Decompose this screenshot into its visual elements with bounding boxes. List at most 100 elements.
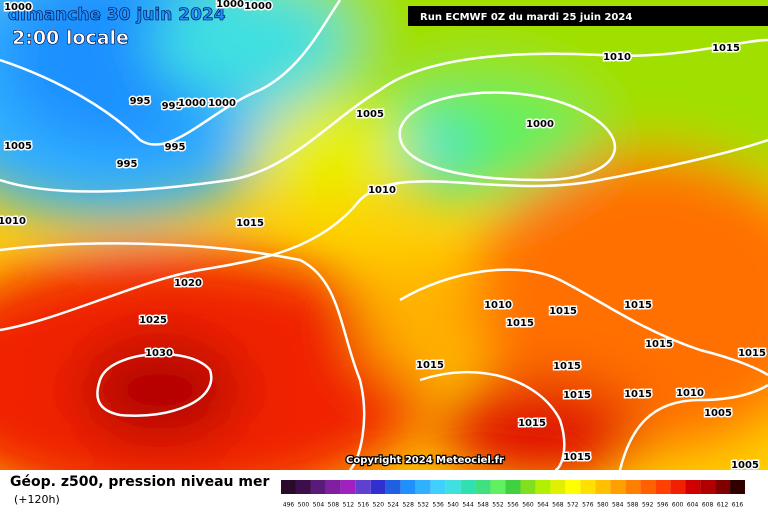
colorbar-label: 608 [702, 502, 714, 509]
isobar-label: 1015 [553, 361, 581, 372]
colorbar-swatch [700, 480, 716, 494]
colorbar-swatch [295, 480, 311, 494]
isobar-label: 1030 [145, 348, 173, 359]
isobar-label: 1005 [356, 109, 384, 120]
colorbar-label: 604 [687, 502, 699, 509]
colorbar-swatch [281, 480, 296, 494]
isobar-label: 1000 [208, 98, 236, 109]
colorbar-label: 504 [313, 502, 325, 509]
copyright: Copyright 2024 Meteociel.fr [346, 455, 504, 466]
isobar-label: 1025 [139, 315, 167, 326]
colorbar-label: 496 [283, 502, 295, 509]
isobar-label: 1015 [624, 300, 652, 311]
colorbar-swatch [490, 480, 506, 494]
colorbar-swatch [550, 480, 566, 494]
colorbar-label: 508 [328, 502, 340, 509]
isobar-label: 1000 [244, 1, 272, 12]
colorbar-label: 580 [597, 502, 609, 509]
colorbar-label: 560 [522, 502, 534, 509]
isobar-label: 995 [130, 96, 151, 107]
colorbar-label: 588 [627, 502, 639, 509]
colorbar-label: 520 [373, 502, 385, 509]
time: 2:00 locale [12, 27, 129, 49]
isobar-label: 1000 [216, 0, 244, 10]
colorbar-label: 556 [507, 502, 519, 509]
colorbar-label: 568 [552, 502, 564, 509]
colorbar-swatch [400, 480, 416, 494]
colorbar-swatch [595, 480, 611, 494]
colorbar-swatch [610, 480, 626, 494]
colorbar-swatch [535, 480, 551, 494]
colorbar-label: 572 [567, 502, 579, 509]
colorbar-label: 500 [298, 502, 310, 509]
footer-lead: (+120h) [14, 493, 60, 506]
colorbar-swatch [565, 480, 581, 494]
colorbar-swatch [445, 480, 461, 494]
colorbar-label: 600 [672, 502, 684, 509]
isobar-label: 1015 [506, 318, 534, 329]
colorbar-label: 540 [447, 502, 459, 509]
colorbar-swatch [520, 480, 536, 494]
isobar-label: 1015 [563, 452, 591, 463]
colorbar-label: 536 [432, 502, 444, 509]
colorbar-label: 576 [582, 502, 594, 509]
isobar-label: 1015 [236, 218, 264, 229]
colorbar-label: 516 [358, 502, 370, 509]
isobar-label: 1000 [526, 119, 554, 130]
colorbar-label: 512 [343, 502, 355, 509]
isobar-label: 995 [162, 101, 183, 112]
colorbar-swatch [505, 480, 521, 494]
colorbar-swatch [715, 480, 731, 494]
isobar-label: 1015 [738, 348, 766, 359]
date: dimanche 30 juin 2024 [8, 5, 226, 25]
colorbar-swatch [310, 480, 326, 494]
run: Run ECMWF 0Z du mardi 25 juin 2024 [420, 12, 632, 23]
isobar-label: 1005 [4, 141, 32, 152]
isobar-label: 995 [165, 142, 186, 153]
isobar-label: 1010 [603, 52, 631, 63]
colorbar-swatch [655, 480, 671, 494]
colorbar-swatch [685, 480, 701, 494]
isobar-label: 1015 [518, 418, 546, 429]
colorbar-label: 552 [492, 502, 504, 509]
colorbar-label: 616 [732, 502, 744, 509]
colorbar-swatch [640, 480, 656, 494]
colorbar-label: 596 [657, 502, 669, 509]
colorbar-swatch [415, 480, 431, 494]
isobar-label: 1020 [174, 278, 202, 289]
footer-title: Géop. z500, pression niveau mer [10, 474, 269, 490]
colorbar-swatch [670, 480, 686, 494]
colorbar-label: 528 [402, 502, 414, 509]
colorbar-label: 544 [462, 502, 474, 509]
isobar-label: 1015 [624, 389, 652, 400]
colorbar-swatch [460, 480, 476, 494]
colorbar-swatch [625, 480, 641, 494]
isobar-label: 1005 [731, 460, 759, 471]
colorbar-label: 592 [642, 502, 654, 509]
colorbar-label: 564 [537, 502, 549, 509]
colorbar-swatch [475, 480, 491, 494]
colorbar: 496 500 504 508 512 516 520 524 528 532 536 540 544 5… [281, 480, 745, 509]
colorbar-swatch [370, 480, 386, 494]
colorbar-label: 524 [388, 502, 400, 509]
colorbar-label: 532 [417, 502, 429, 509]
isobar-label: 1010 [484, 300, 512, 311]
colorbar-swatch [580, 480, 596, 494]
isobar-label: 1015 [645, 339, 673, 350]
isobar-label: 1010 [368, 185, 396, 196]
colorbar-swatch [730, 480, 745, 494]
colorbar-label: 584 [612, 502, 624, 509]
colorbar-swatch [340, 480, 356, 494]
isobar-label: 1010 [0, 216, 26, 227]
isobar-label: 1015 [416, 360, 444, 371]
isobar-label: 1015 [563, 390, 591, 401]
colorbar-swatch [430, 480, 446, 494]
colorbar-swatch [325, 480, 341, 494]
colorbar-label: 548 [477, 502, 489, 509]
isobar-label: 1015 [549, 306, 577, 317]
colorbar-label: 612 [717, 502, 729, 509]
isobar-label: 1005 [704, 408, 732, 419]
